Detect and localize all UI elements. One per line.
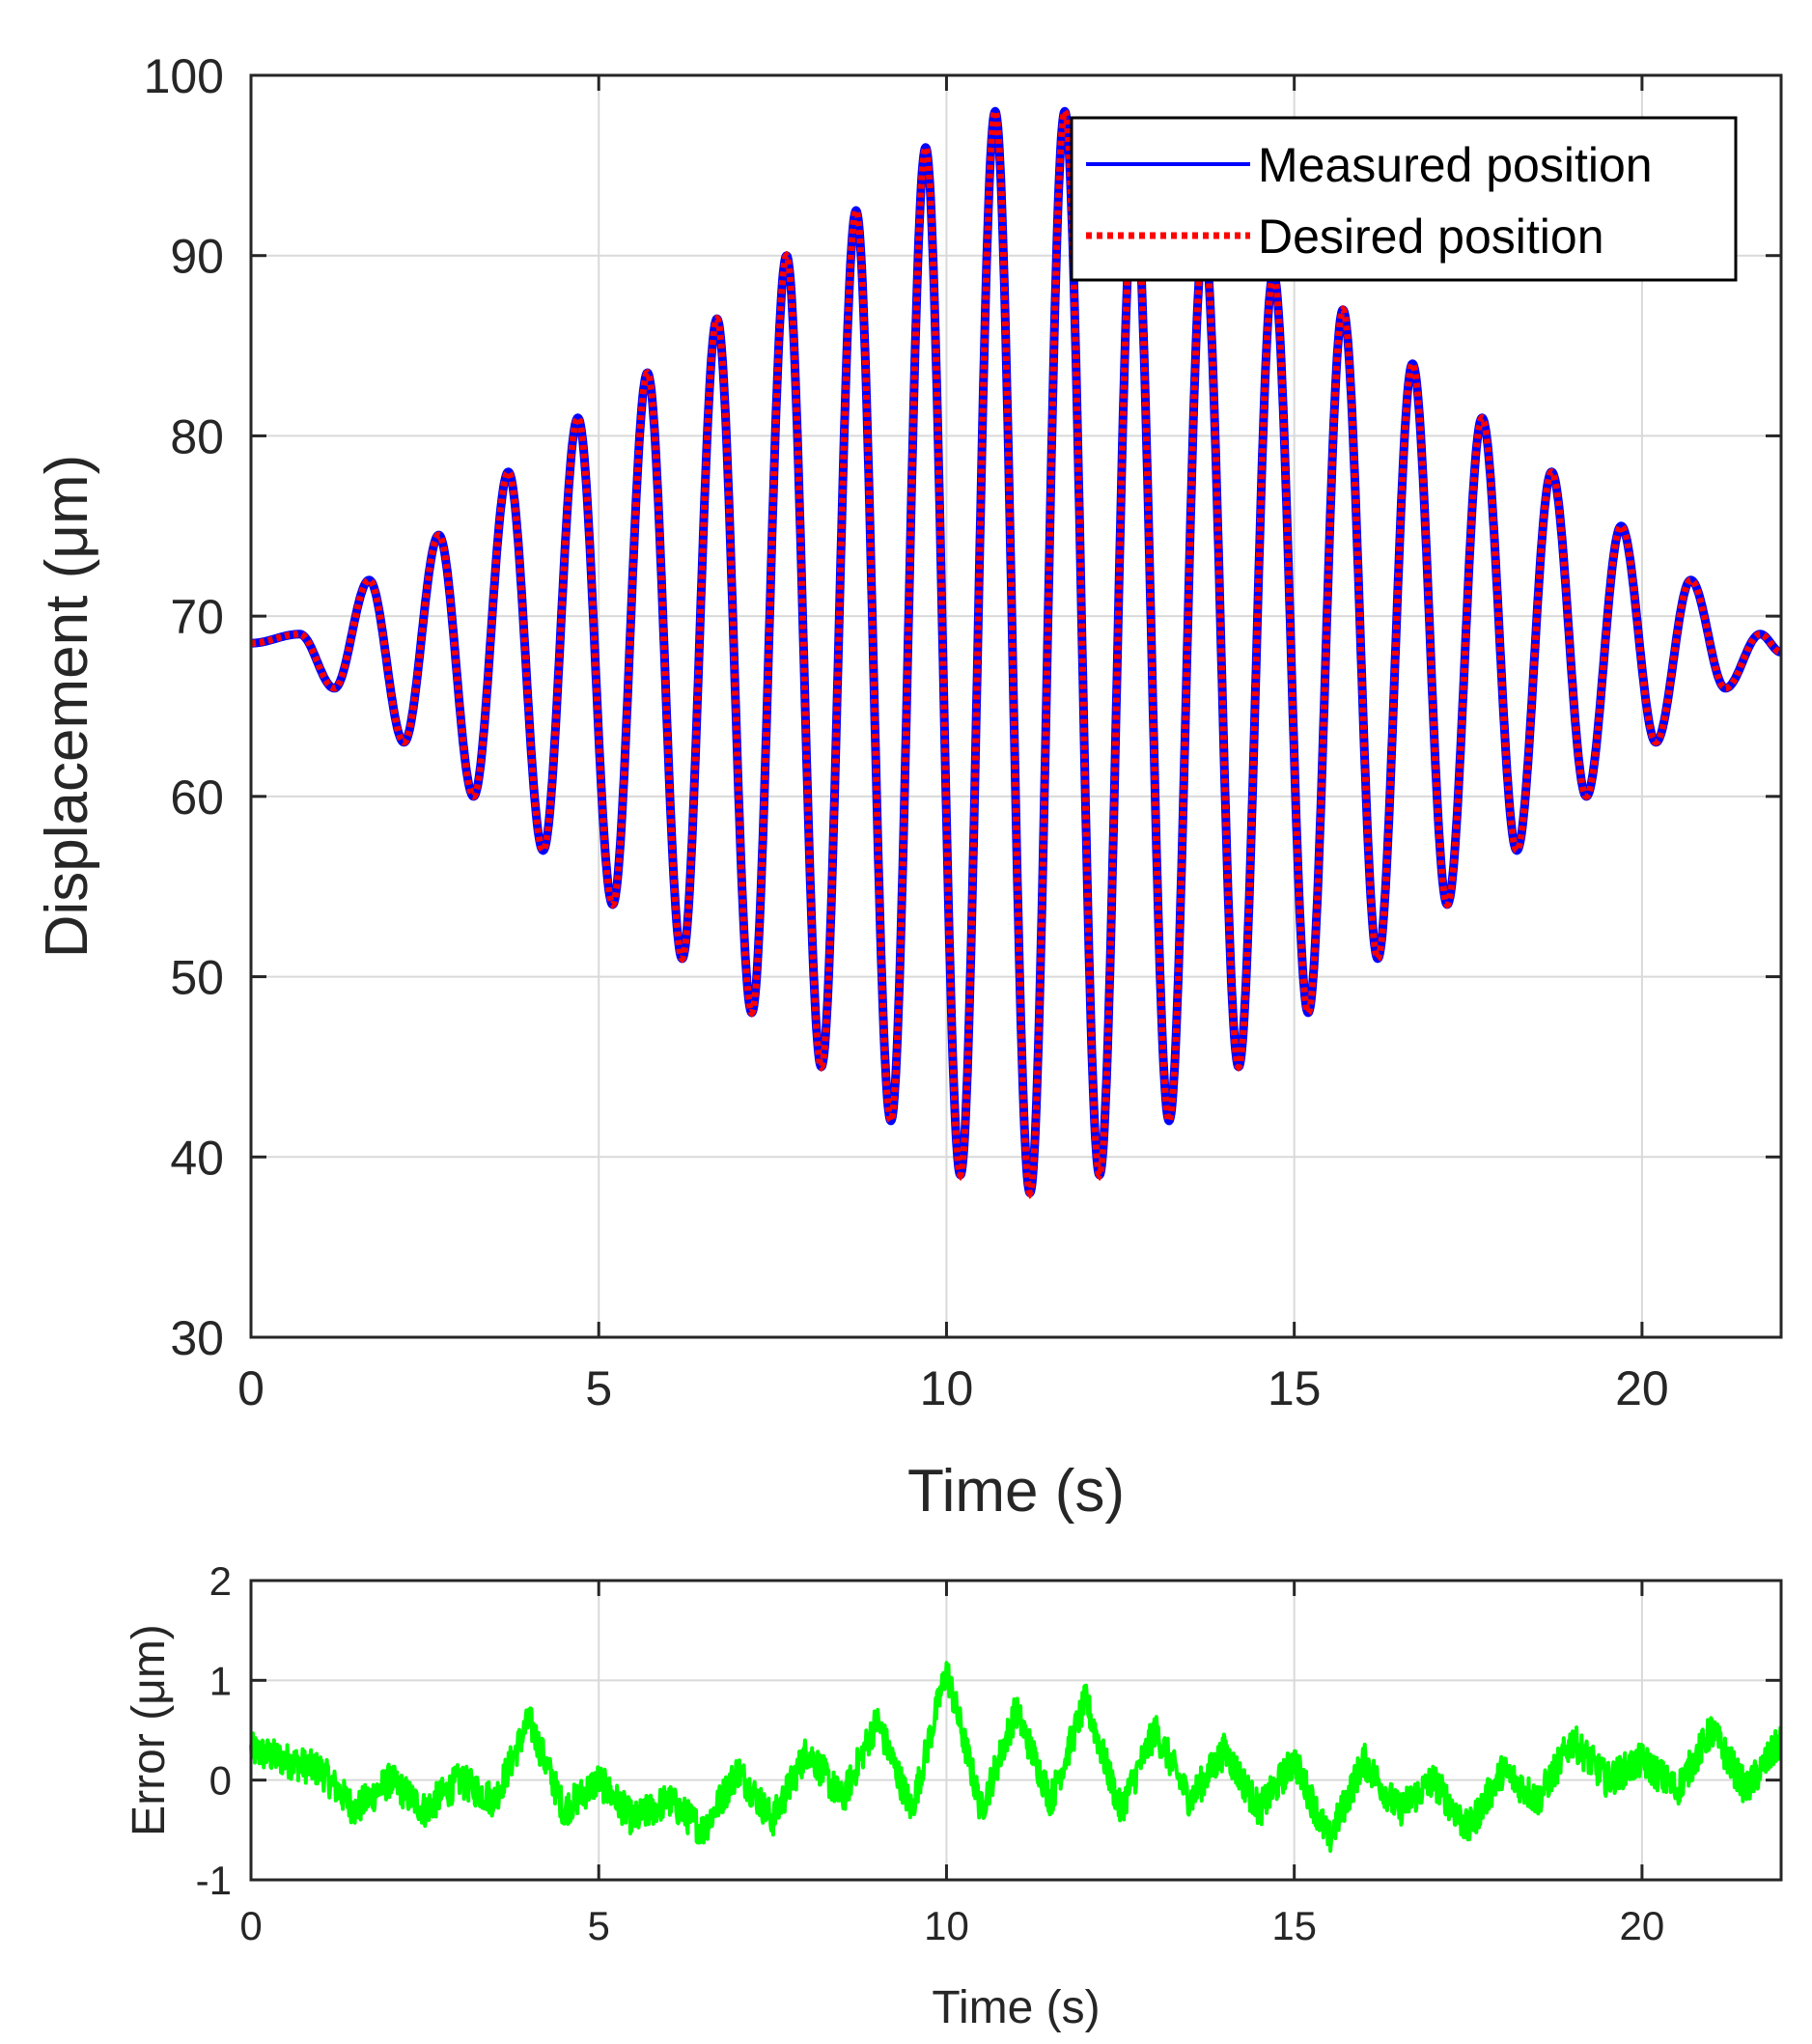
legend-label-measured: Measured position — [1258, 138, 1653, 192]
error-line — [249, 1661, 1783, 1853]
error-series — [249, 1661, 1783, 1853]
bot-y-tick-label: 2 — [209, 1558, 232, 1604]
top-x-tick-label: 10 — [920, 1361, 974, 1415]
bot-x-tick-label: 15 — [1271, 1903, 1317, 1948]
top-x-tick-label: 5 — [585, 1361, 612, 1415]
error-y-axis-label: Error (μm) — [124, 1624, 175, 1836]
top-y-tick-label: 80 — [170, 409, 224, 463]
top-x-tick-label: 15 — [1268, 1361, 1322, 1415]
top-y-tick-label: 90 — [170, 230, 224, 284]
legend: Measured position Desired position — [1070, 116, 1738, 282]
top-y-tick-label: 50 — [170, 951, 224, 1005]
legend-box — [1070, 116, 1738, 282]
error-x-axis-label: Time (s) — [932, 1982, 1100, 2033]
bot-x-tick-label: 10 — [924, 1903, 969, 1948]
desired-position-line — [251, 104, 1782, 1200]
displacement-series — [247, 104, 1785, 1200]
error-axes-frame — [249, 1579, 1783, 1882]
displacement-y-axis-label: Displacement (μm) — [34, 455, 100, 959]
top-y-tick-label: 60 — [170, 770, 224, 825]
displacement-tick-labels: 0 5 10 15 20 30 40 50 60 70 80 90 100 — [144, 49, 1669, 1415]
top-x-tick-label: 20 — [1615, 1361, 1669, 1415]
bot-y-tick-label: 1 — [209, 1658, 232, 1703]
bot-x-tick-label: 0 — [239, 1903, 262, 1948]
top-y-tick-label: 100 — [144, 49, 224, 103]
displacement-chart: 0 5 10 15 20 30 40 50 60 70 80 90 100 Time (s) Displ… — [34, 49, 1785, 1525]
displacement-ticks — [249, 73, 1781, 1339]
top-y-tick-label: 40 — [170, 1131, 224, 1185]
bot-y-tick-label: 0 — [209, 1758, 232, 1804]
bot-y-tick-label: -1 — [196, 1858, 232, 1903]
top-y-tick-label: 70 — [170, 590, 224, 644]
top-y-tick-label: 30 — [170, 1311, 224, 1365]
displacement-x-axis-label: Time (s) — [907, 1458, 1125, 1525]
top-x-tick-label: 0 — [237, 1361, 265, 1415]
bot-x-tick-label: 5 — [588, 1903, 610, 1948]
bot-x-tick-label: 20 — [1620, 1903, 1665, 1948]
error-ticks — [249, 1579, 1781, 1882]
displacement-axes-frame — [249, 73, 1783, 1339]
legend-label-desired: Desired position — [1258, 210, 1604, 264]
